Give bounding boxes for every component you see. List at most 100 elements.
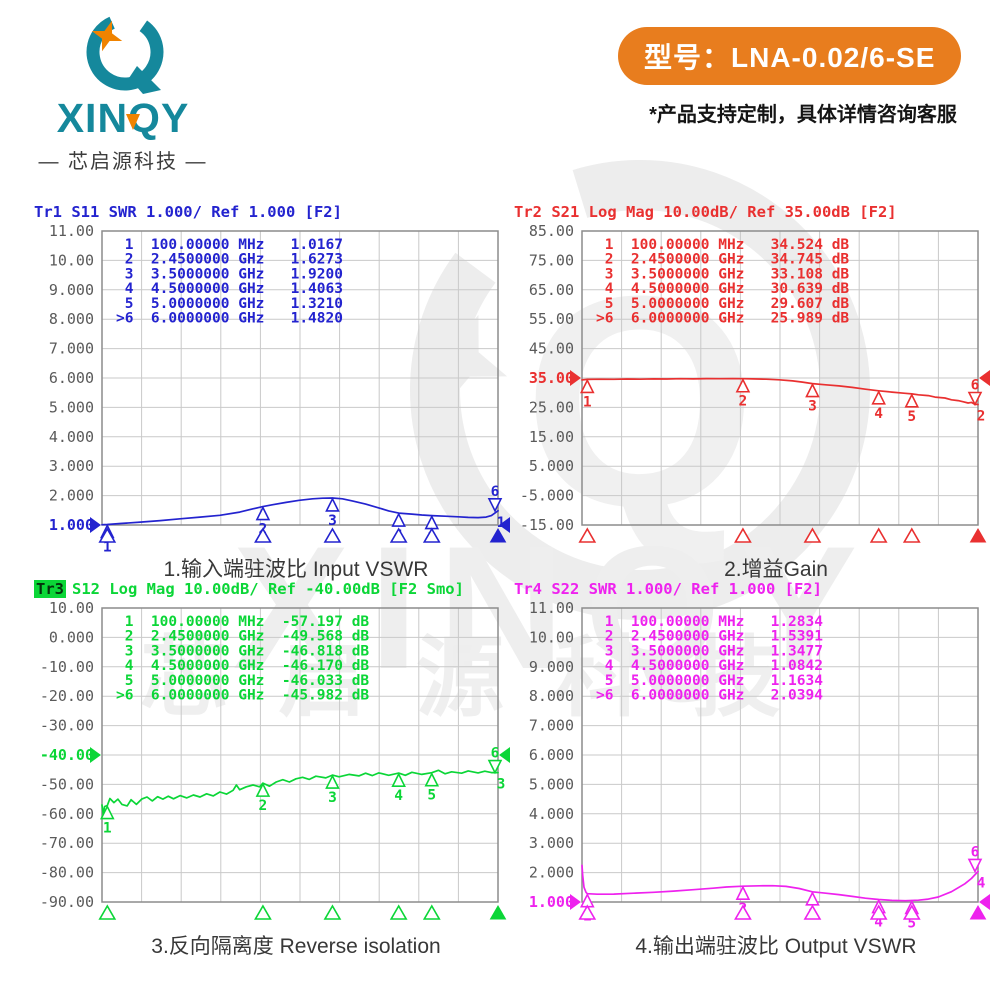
- marker-symbol: [255, 505, 271, 521]
- chart-panel-reverse-isolation: Tr3 S12 Log Mag 10.00dB/ Ref -40.00dB [F2…: [28, 580, 520, 958]
- axis-marker-tick: [734, 904, 752, 920]
- logo-n-accent: [126, 114, 140, 130]
- y-axis-label: -70.00: [40, 834, 94, 852]
- y-axis-label: 8.000: [49, 310, 94, 328]
- y-axis-label: -80.00: [40, 864, 94, 882]
- marker-table-row: 3 3.5000000 GHz 1.3477: [596, 643, 823, 659]
- ref-pointer-left: [570, 894, 581, 910]
- y-axis-label: 10.00: [49, 599, 94, 617]
- y-axis-label: 3.000: [529, 834, 574, 852]
- axis-marker-tick: [902, 527, 921, 543]
- chart-panel-output-vswr: Tr4 S22 SWR 1.000/ Ref 1.000 [F2] 11.00 1…: [508, 580, 1000, 958]
- customization-note: *产品支持定制，具体详情咨询客服: [649, 104, 957, 126]
- y-axis-label: 45.00: [529, 340, 574, 358]
- chart-caption: 2.增益Gain: [724, 558, 828, 581]
- logo-subtext: — 芯启源科技 —: [38, 151, 208, 173]
- axis-marker-tick: [803, 527, 822, 543]
- axis-marker-tick-active: [489, 904, 507, 920]
- marker-table-row: >6 6.0000000 GHz 25.989 dB: [596, 311, 849, 327]
- marker-symbol: [904, 393, 920, 408]
- y-axis-label: 1.000: [529, 893, 574, 911]
- y-axis-label: 4.000: [529, 805, 574, 823]
- y-axis-label: 9.000: [529, 658, 574, 676]
- y-axis-label: -90.00: [40, 893, 94, 911]
- marker-table-row: 3 3.5000000 GHz 1.9200: [116, 266, 343, 282]
- marker-symbol: [325, 497, 340, 512]
- marker-symbol: [255, 782, 271, 797]
- marker-table-row: >6 6.0000000 GHz 1.4820: [116, 311, 343, 327]
- brand-logo: XINQY — 芯启源科技 —: [25, 8, 221, 174]
- y-axis-label: 8.000: [529, 687, 574, 705]
- plot-frame: [101, 607, 499, 903]
- marker-symbol: [805, 890, 820, 906]
- y-axis-label: -50.00: [40, 775, 94, 793]
- marker-table-row: 3 3.5000000 GHz -46.818 dB: [116, 643, 369, 659]
- chart-plot-mount: 85.00 75.00 65.00 55.00 45.00 35.00 25.00 15.00…: [508, 222, 1000, 556]
- chart-title-text: Tr2 S21 Log Mag 10.00dB/ Ref 35.00dB [F2…: [514, 203, 897, 221]
- chart-plot: 85.0075.0065.0055.0045.0035.0025.0015.00…: [520, 222, 990, 543]
- marker-table-row: 4 4.5000000 GHz 30.639 dB: [596, 281, 849, 297]
- axis-marker-tick: [902, 904, 921, 920]
- y-axis-label: -15.00: [520, 516, 574, 534]
- axis-marker-tick: [323, 904, 342, 920]
- marker-symbol: [735, 377, 751, 393]
- chart-caption: 3.反向隔离度 Reverse isolation: [151, 935, 441, 958]
- marker-symbol: [871, 390, 886, 405]
- active-marker-number: 6: [971, 377, 980, 393]
- marker-table-row: >6 6.0000000 GHz -45.982 dB: [116, 688, 369, 704]
- chart-plot: 11.00 10.00 9.000 8.000 7.000 6.000 5.000 4.000…: [529, 599, 990, 931]
- marker-symbol: [580, 378, 595, 394]
- y-axis-label: 55.00: [529, 310, 574, 328]
- axis-marker-tick: [98, 904, 117, 920]
- y-axis-label: 7.000: [529, 717, 574, 735]
- chart-title: Tr4 S22 SWR 1.000/ Ref 1.000 [F2]: [514, 580, 822, 598]
- marker-symbol: [424, 514, 440, 530]
- y-axis-label: -20.00: [40, 687, 94, 705]
- marker-table-row: 1 100.00000 MHz 1.0167: [116, 237, 343, 253]
- marker-table-row: 5 5.0000000 GHz 1.3210: [116, 296, 343, 312]
- marker-table-row: 4 4.5000000 GHz 1.0842: [596, 658, 823, 674]
- marker-table-row: 1 100.00000 MHz -57.197 dB: [116, 614, 369, 630]
- trace-line: [581, 864, 979, 902]
- axis-marker-tick: [389, 904, 408, 920]
- chart-caption: 1.输入端驻波比 Input VSWR: [163, 558, 429, 581]
- y-axis-label: 1.000: [49, 516, 94, 534]
- axis-marker-tick-active: [969, 527, 987, 543]
- marker-number: 3: [808, 399, 817, 415]
- active-marker-number: 6: [491, 746, 500, 762]
- y-axis-label: 5.000: [529, 457, 574, 475]
- marker-table-row: >6 6.0000000 GHz 2.0394: [596, 688, 823, 704]
- marker-table-row: 4 4.5000000 GHz -46.170 dB: [116, 658, 369, 674]
- y-axis-label: -10.00: [40, 658, 94, 676]
- y-axis-label: 4.000: [49, 428, 94, 446]
- trace-line: [101, 769, 499, 816]
- axis-marker-tick: [869, 527, 888, 543]
- axis-marker-tick: [803, 904, 822, 920]
- y-axis-label: 7.000: [49, 340, 94, 358]
- ref-pointer-left: [90, 517, 101, 533]
- marker-symbol: [100, 804, 115, 820]
- marker-table-row: 2 2.4500000 GHz 1.6273: [116, 252, 343, 268]
- active-marker-number: 6: [491, 484, 500, 500]
- y-axis-label: 5.000: [529, 775, 574, 793]
- ref-pointer-left: [90, 747, 101, 763]
- marker-symbol: [424, 771, 440, 787]
- y-axis-label: 11.00: [529, 599, 574, 617]
- y-axis-label: -40.00: [40, 746, 94, 764]
- active-marker-symbol: [487, 759, 503, 775]
- marker-symbol: [391, 512, 406, 527]
- ref-pointer-right: [979, 370, 990, 386]
- marker-table-row: 1 100.00000 MHz 1.2834: [596, 614, 823, 630]
- ref-pointer-right: [979, 894, 990, 910]
- y-axis-label: 75.00: [529, 251, 574, 269]
- y-axis-label: -30.00: [40, 717, 94, 735]
- marker-number: 1: [103, 540, 112, 556]
- marker-number: 3: [328, 790, 337, 806]
- marker-symbol: [735, 885, 751, 900]
- chart-title-text: S12 Log Mag 10.00dB/ Ref -40.00dB [F2 Sm…: [72, 580, 464, 598]
- marker-table-row: 5 5.0000000 GHz 29.607 dB: [596, 296, 849, 312]
- marker-table-row: 4 4.5000000 GHz 1.4063: [116, 281, 343, 297]
- marker-number: 4: [874, 406, 883, 422]
- marker-table-row: 2 2.4500000 GHz 1.5391: [596, 629, 823, 645]
